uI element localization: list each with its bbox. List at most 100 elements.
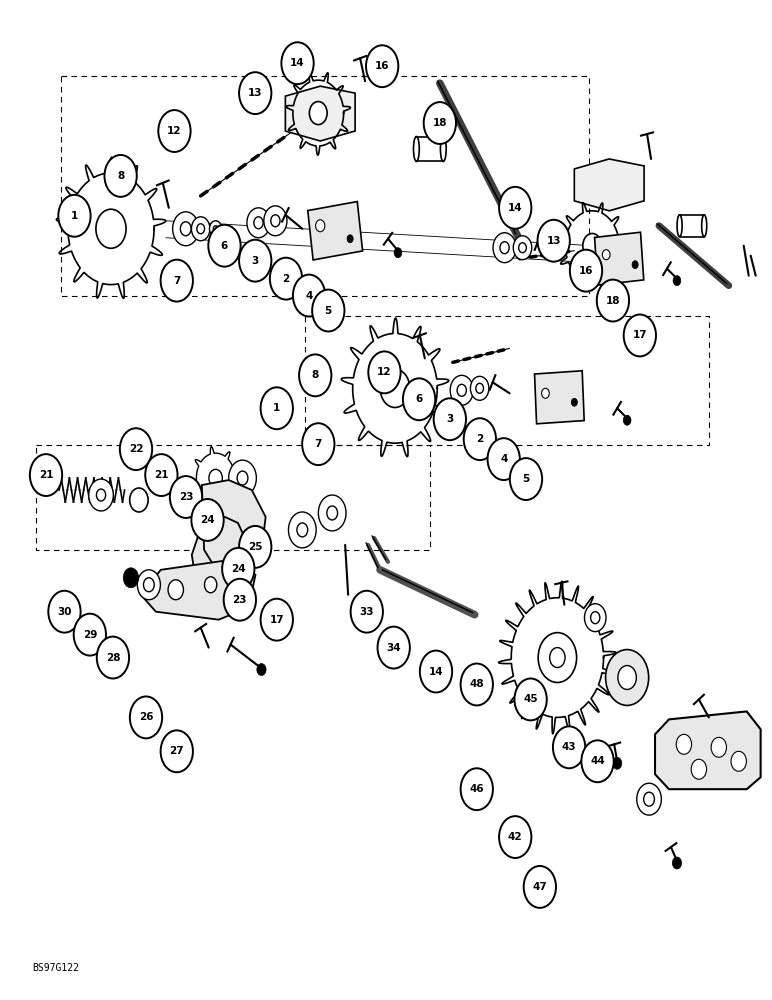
Circle shape bbox=[297, 523, 308, 537]
Circle shape bbox=[499, 816, 531, 858]
Circle shape bbox=[197, 224, 205, 234]
Circle shape bbox=[173, 212, 199, 246]
Circle shape bbox=[130, 696, 162, 738]
Circle shape bbox=[137, 570, 161, 600]
Polygon shape bbox=[416, 137, 443, 161]
Circle shape bbox=[632, 261, 638, 269]
Circle shape bbox=[542, 388, 549, 398]
Circle shape bbox=[584, 604, 606, 632]
Text: 13: 13 bbox=[547, 236, 561, 246]
Circle shape bbox=[209, 221, 222, 237]
Text: 12: 12 bbox=[168, 126, 181, 136]
Circle shape bbox=[510, 458, 542, 500]
Circle shape bbox=[49, 591, 80, 633]
Circle shape bbox=[145, 454, 178, 496]
Circle shape bbox=[513, 236, 532, 260]
Text: 16: 16 bbox=[375, 61, 389, 71]
Circle shape bbox=[96, 637, 129, 679]
Text: 3: 3 bbox=[252, 256, 259, 266]
Circle shape bbox=[310, 102, 327, 125]
Ellipse shape bbox=[702, 215, 706, 237]
Circle shape bbox=[672, 857, 682, 869]
Circle shape bbox=[623, 415, 631, 425]
Circle shape bbox=[89, 479, 113, 511]
Text: 21: 21 bbox=[154, 470, 168, 480]
Polygon shape bbox=[286, 86, 355, 141]
Circle shape bbox=[347, 235, 354, 243]
Circle shape bbox=[461, 768, 493, 810]
Text: 21: 21 bbox=[39, 470, 53, 480]
Text: 14: 14 bbox=[428, 667, 443, 677]
Circle shape bbox=[470, 376, 489, 400]
Circle shape bbox=[158, 110, 191, 152]
Circle shape bbox=[350, 591, 383, 633]
Circle shape bbox=[550, 648, 565, 668]
Circle shape bbox=[570, 250, 602, 292]
Text: 17: 17 bbox=[632, 330, 647, 340]
Text: 26: 26 bbox=[139, 712, 154, 722]
Text: 4: 4 bbox=[306, 291, 313, 301]
Polygon shape bbox=[679, 215, 704, 237]
Circle shape bbox=[523, 866, 556, 908]
Circle shape bbox=[612, 757, 621, 769]
Text: 6: 6 bbox=[415, 394, 423, 404]
Circle shape bbox=[239, 72, 272, 114]
Text: 29: 29 bbox=[83, 630, 97, 640]
Circle shape bbox=[299, 354, 331, 396]
Circle shape bbox=[302, 423, 334, 465]
Circle shape bbox=[239, 240, 272, 282]
Circle shape bbox=[676, 734, 692, 754]
Polygon shape bbox=[191, 480, 266, 595]
Circle shape bbox=[30, 454, 63, 496]
Circle shape bbox=[271, 215, 280, 227]
Text: 2: 2 bbox=[283, 274, 290, 284]
Circle shape bbox=[537, 220, 570, 262]
Text: 1: 1 bbox=[273, 403, 280, 413]
Circle shape bbox=[104, 155, 137, 197]
Text: 7: 7 bbox=[315, 439, 322, 449]
Text: 17: 17 bbox=[269, 615, 284, 625]
Circle shape bbox=[254, 217, 263, 229]
Circle shape bbox=[605, 650, 648, 705]
Circle shape bbox=[73, 614, 106, 656]
Text: 4: 4 bbox=[500, 454, 507, 464]
Circle shape bbox=[264, 206, 287, 236]
Circle shape bbox=[213, 226, 218, 232]
Circle shape bbox=[597, 280, 629, 321]
Circle shape bbox=[514, 679, 547, 720]
Text: 8: 8 bbox=[312, 370, 319, 380]
Circle shape bbox=[96, 489, 106, 501]
Circle shape bbox=[170, 476, 202, 518]
Text: 28: 28 bbox=[106, 653, 120, 663]
Text: 48: 48 bbox=[469, 679, 484, 689]
Text: 5: 5 bbox=[523, 474, 530, 484]
Ellipse shape bbox=[414, 137, 419, 161]
Circle shape bbox=[420, 651, 452, 692]
Text: 45: 45 bbox=[523, 694, 538, 704]
Text: BS97G122: BS97G122 bbox=[32, 963, 80, 973]
Text: 34: 34 bbox=[386, 643, 401, 653]
Circle shape bbox=[366, 45, 398, 87]
Text: 44: 44 bbox=[590, 756, 605, 766]
Text: 5: 5 bbox=[325, 306, 332, 316]
Circle shape bbox=[191, 499, 224, 541]
Circle shape bbox=[602, 250, 610, 260]
Text: 27: 27 bbox=[170, 746, 184, 756]
Circle shape bbox=[247, 208, 270, 238]
Circle shape bbox=[270, 258, 302, 300]
Circle shape bbox=[624, 315, 656, 356]
Circle shape bbox=[209, 469, 222, 487]
Text: 24: 24 bbox=[200, 515, 215, 525]
Text: 16: 16 bbox=[579, 266, 593, 276]
Polygon shape bbox=[655, 711, 760, 789]
Circle shape bbox=[161, 730, 193, 772]
Circle shape bbox=[226, 586, 235, 598]
Circle shape bbox=[96, 209, 126, 248]
Circle shape bbox=[191, 217, 210, 241]
Text: 18: 18 bbox=[432, 118, 447, 128]
Circle shape bbox=[464, 418, 496, 460]
Circle shape bbox=[208, 225, 241, 267]
Circle shape bbox=[457, 384, 466, 396]
Circle shape bbox=[281, 42, 313, 84]
Circle shape bbox=[583, 233, 601, 258]
